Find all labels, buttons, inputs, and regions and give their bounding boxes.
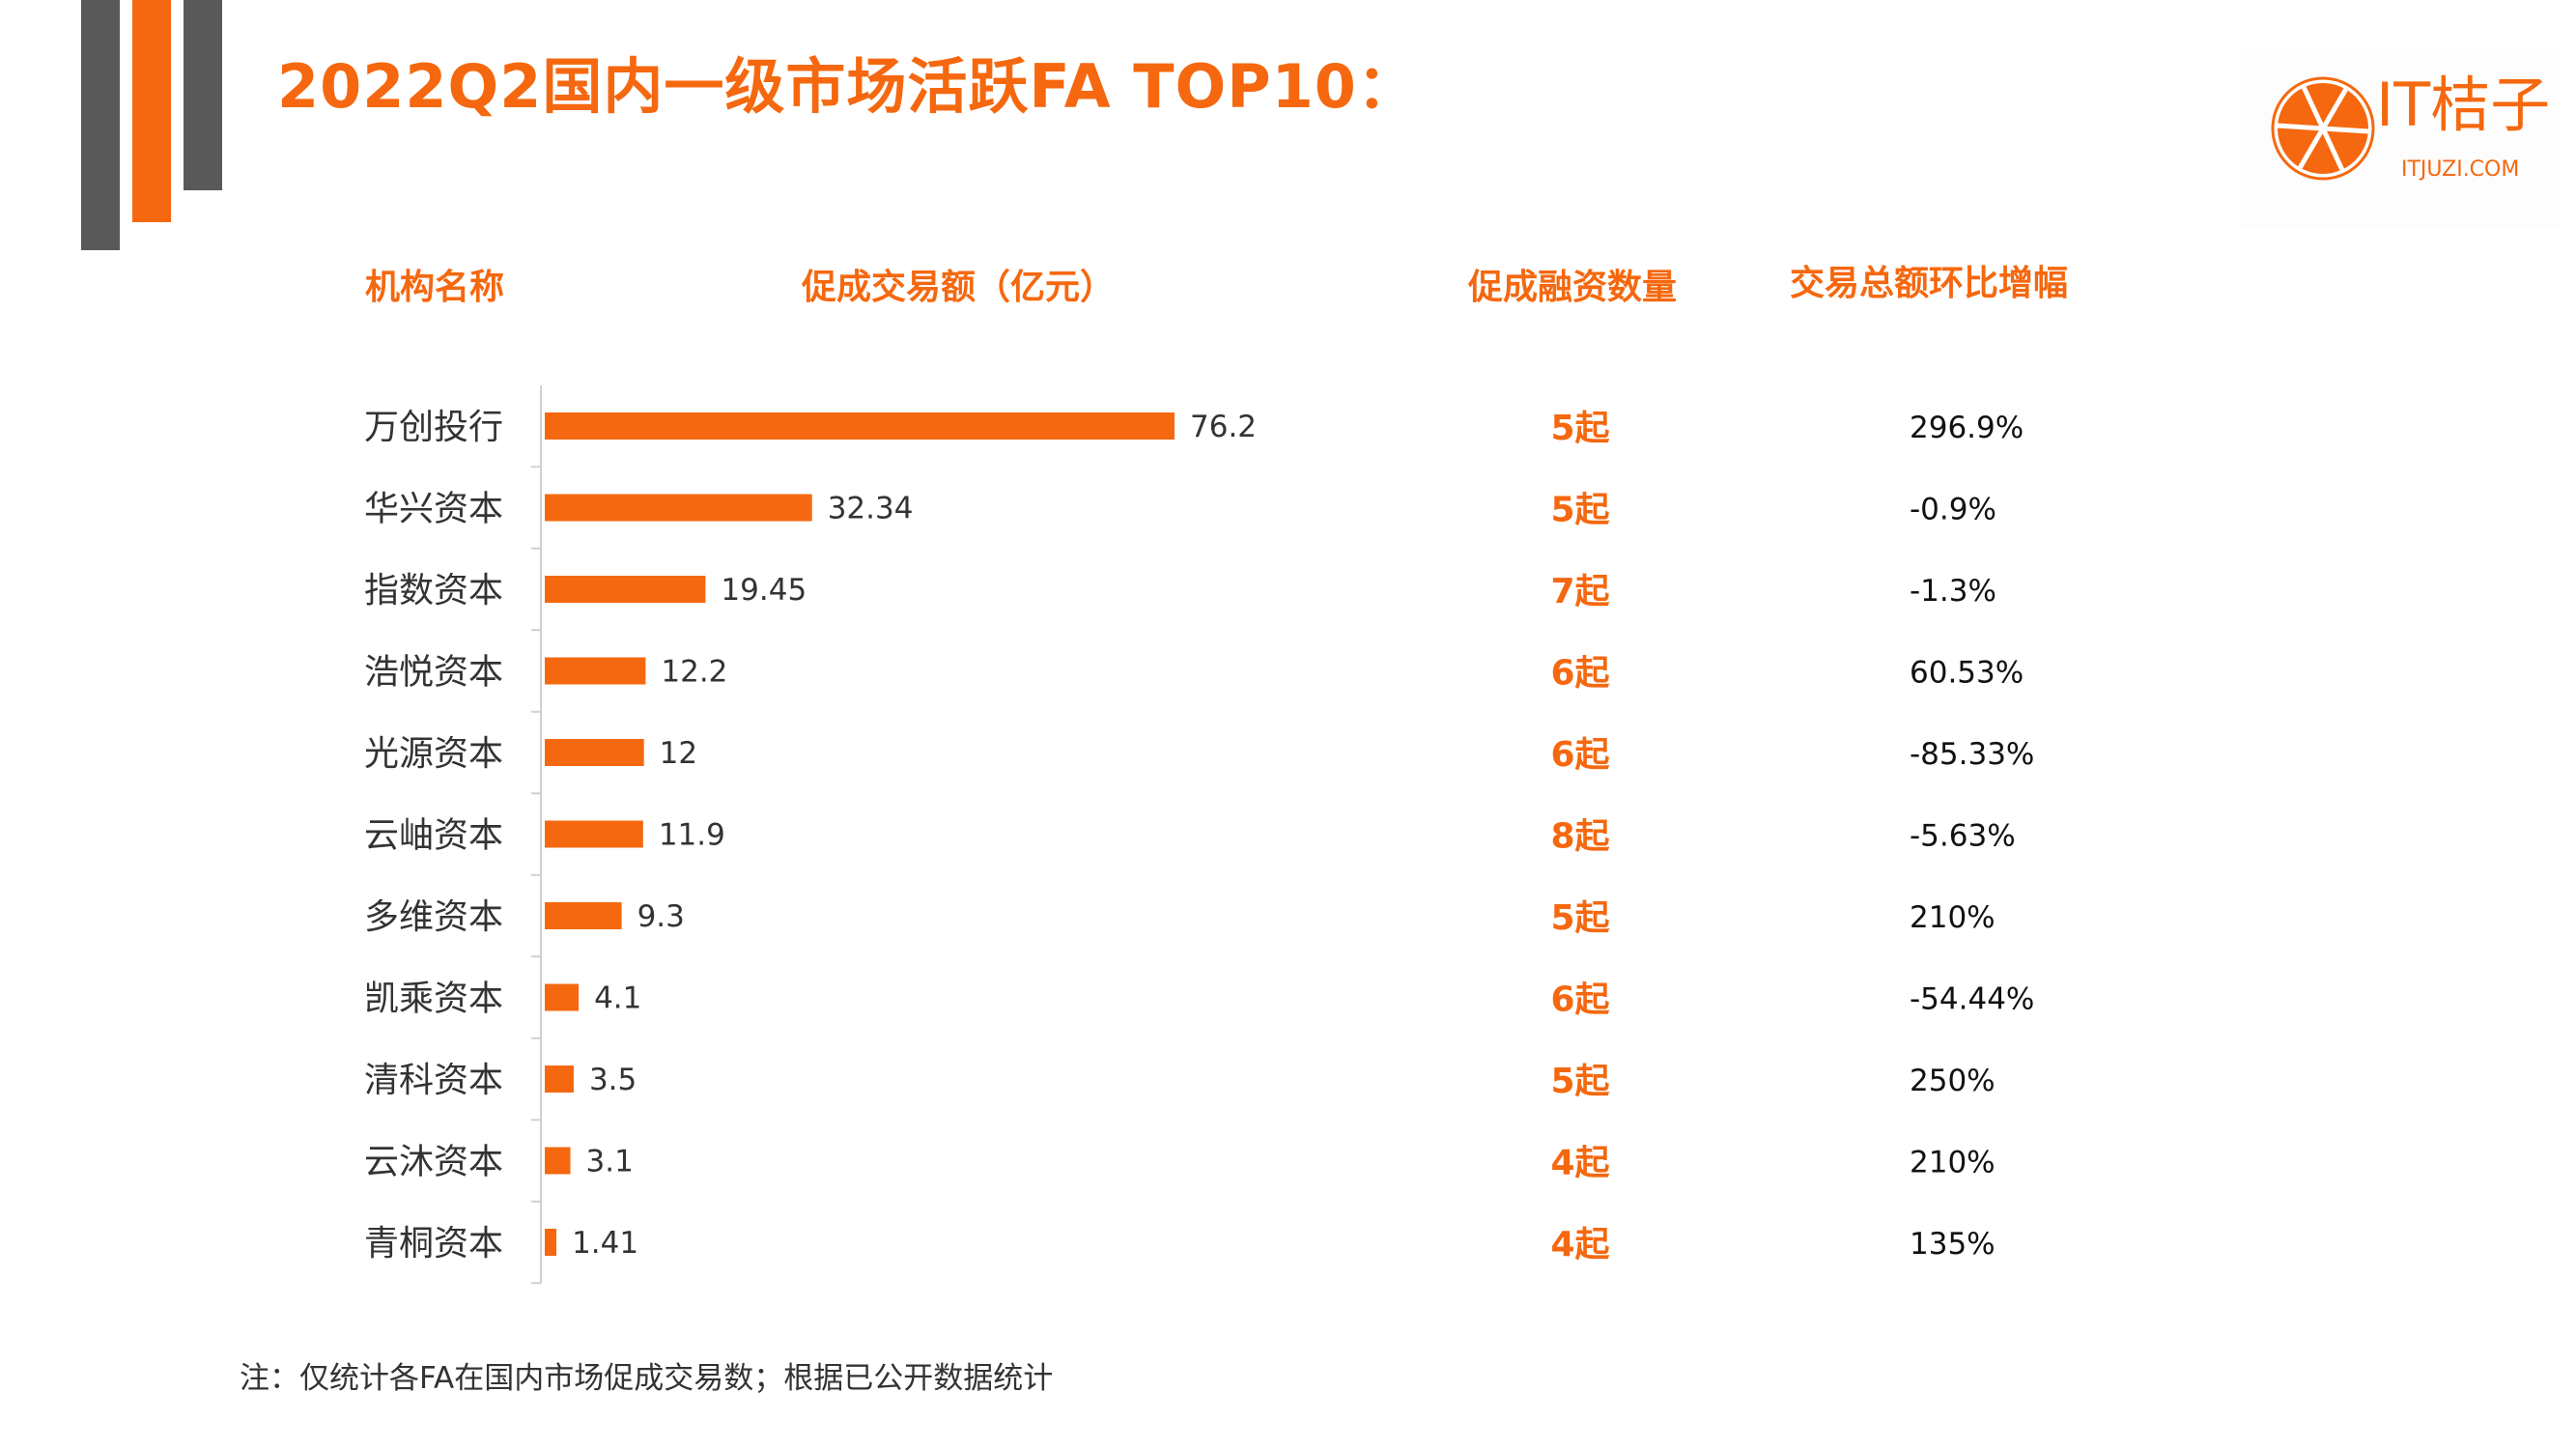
category-label: 青桐资本 (364, 1224, 503, 1264)
logo-text: IT桔子 (2376, 70, 2551, 140)
bar (545, 1147, 571, 1175)
decor-stripe-gray-1 (81, 0, 120, 250)
growth-rate: 296.9% (1910, 411, 2024, 445)
data-label: 12 (660, 736, 697, 771)
deal-count: 5起 (1550, 409, 1610, 448)
deal-count: 4起 (1550, 1225, 1610, 1264)
logo-url: ITJUZI.COM (2401, 157, 2520, 182)
growth-rate: -54.44% (1910, 982, 2034, 1017)
category-label: 云沐资本 (364, 1143, 503, 1182)
logo: IT桔子 ITJUZI.COM (2241, 54, 2560, 228)
data-label: 3.1 (586, 1145, 634, 1179)
decor-stripe-orange (132, 0, 171, 222)
data-label: 76.2 (1190, 410, 1257, 444)
category-label: 云岫资本 (364, 816, 503, 856)
deal-count: 4起 (1550, 1144, 1610, 1183)
deal-count: 5起 (1550, 898, 1610, 938)
category-label: 华兴资本 (364, 490, 503, 529)
growth-rate: -5.63% (1910, 819, 2016, 854)
category-label: 浩悦资本 (364, 653, 503, 693)
growth-rate: -0.9% (1910, 493, 1996, 527)
deal-count: 5起 (1550, 491, 1610, 530)
bar (545, 657, 646, 685)
category-label: 清科资本 (364, 1061, 503, 1100)
bar (545, 820, 643, 848)
data-label: 1.41 (572, 1226, 638, 1261)
deal-count: 6起 (1550, 980, 1610, 1020)
growth-rate: -1.3% (1910, 574, 1996, 609)
deal-count: 5起 (1550, 1062, 1610, 1101)
deal-count: 7起 (1550, 572, 1610, 611)
bar (545, 576, 706, 603)
category-label: 指数资本 (364, 571, 503, 611)
footnote: 注：仅统计各FA在国内市场促成交易数；根据已公开数据统计 (240, 1361, 1054, 1396)
bar (545, 902, 622, 929)
data-label: 3.5 (589, 1063, 637, 1097)
bar (545, 983, 580, 1011)
header-amount: 促成交易额（亿元） (802, 268, 1116, 307)
deal-count: 6起 (1550, 735, 1610, 775)
data-label: 19.45 (721, 573, 807, 608)
growth-rate: 60.53% (1910, 656, 2024, 691)
bar (545, 1065, 574, 1093)
deal-count: 6起 (1550, 654, 1610, 694)
category-label: 光源资本 (364, 734, 503, 774)
category-label: 凯乘资本 (364, 980, 503, 1019)
header-count: 促成融资数量 (1468, 268, 1678, 307)
data-label: 12.2 (661, 655, 727, 690)
data-label: 4.1 (594, 981, 641, 1016)
data-label: 9.3 (637, 899, 685, 934)
page-title: 2022Q2国内一级市场活跃FA TOP10： (277, 51, 1418, 122)
header-name: 机构名称 (365, 268, 505, 307)
bar (545, 1229, 557, 1256)
growth-rate: 250% (1910, 1064, 1996, 1098)
growth-rate: 135% (1910, 1227, 1996, 1262)
growth-rate: 210% (1910, 900, 1996, 935)
data-label: 32.34 (828, 492, 914, 526)
category-label: 万创投行 (364, 408, 503, 447)
bar (545, 494, 812, 522)
bar (545, 412, 1175, 440)
growth-rate: 210% (1910, 1146, 1996, 1180)
deal-count: 8起 (1550, 817, 1610, 857)
bar (545, 739, 644, 766)
data-label: 11.9 (659, 818, 725, 853)
orange-logo-icon (2271, 76, 2375, 181)
header-growth: 交易总额环比增幅 (1790, 264, 2069, 303)
growth-rate: -85.33% (1910, 737, 2034, 772)
decor-stripe-gray-2 (184, 0, 222, 190)
category-label: 多维资本 (364, 897, 503, 937)
